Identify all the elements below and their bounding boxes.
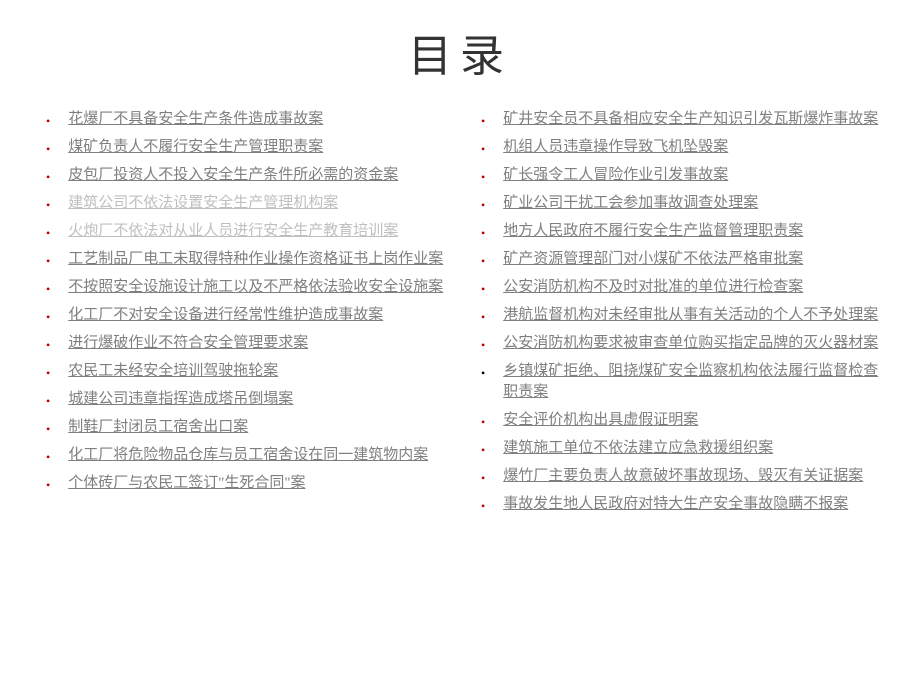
list-item: • 皮包厂投资人不投入安全生产条件所必需的资金案 — [40, 165, 445, 186]
list-item: • 城建公司违章指挥造成塔吊倒塌案 — [40, 389, 445, 410]
list-item: • 港航监督机构对未经审批从事有关活动的个人不予处理案 — [475, 305, 880, 326]
bullet-icon: • — [46, 225, 50, 242]
bullet-icon: • — [481, 442, 485, 459]
toc-link[interactable]: 矿业公司干扰工会参加事故调查处理案 — [503, 193, 758, 214]
bullet-icon: • — [46, 477, 50, 494]
list-item: • 爆竹厂主要负责人故意破坏事故现场、毁灭有关证据案 — [475, 466, 880, 487]
toc-link[interactable]: 事故发生地人民政府对特大生产安全事故隐瞒不报案 — [503, 494, 848, 515]
toc-link[interactable]: 矿长强令工人冒险作业引发事故案 — [503, 165, 728, 186]
slide-container: 目录 • 花爆厂不具备安全生产条件造成事故案 • 煤矿负责人不履行安全生产管理职责案… — [0, 0, 920, 690]
toc-link[interactable]: 矿井安全员不具备相应安全生产知识引发瓦斯爆炸事故案 — [503, 109, 878, 130]
list-item: • 化工厂将危险物品仓库与员工宿舍设在同一建筑物内案 — [40, 445, 445, 466]
toc-link[interactable]: 安全评价机构出具虚假证明案 — [503, 410, 698, 431]
bullet-icon: • — [46, 421, 50, 438]
list-item: • 公安消防机构要求被审查单位购买指定品牌的灭火器材案 — [475, 333, 880, 354]
list-item: • 火炮厂不依法对从业人员进行安全生产教育培训案 — [40, 221, 445, 242]
bullet-icon: • — [481, 253, 485, 270]
bullet-icon: • — [46, 337, 50, 354]
bullet-icon: • — [481, 470, 485, 487]
list-item: • 建筑公司不依法设置安全生产管理机构案 — [40, 193, 445, 214]
bullet-icon: • — [46, 309, 50, 326]
list-item: • 进行爆破作业不符合安全管理要求案 — [40, 333, 445, 354]
bullet-icon: • — [46, 169, 50, 186]
toc-link[interactable]: 化工厂将危险物品仓库与员工宿舍设在同一建筑物内案 — [68, 445, 428, 466]
bullet-icon: • — [481, 197, 485, 214]
toc-link[interactable]: 城建公司违章指挥造成塔吊倒塌案 — [68, 389, 293, 410]
list-item: • 公安消防机构不及时对批准的单位进行检查案 — [475, 277, 880, 298]
list-item: • 乡镇煤矿拒绝、阻挠煤矿安全监察机构依法履行监督检查职责案 — [475, 361, 880, 403]
left-list: •花爆厂不具备安全生产条件造成事故案• 煤矿负责人不履行安全生产管理职责案•皮包… — [40, 109, 445, 494]
toc-link[interactable]: 制鞋厂封闭员工宿舍出口案 — [68, 417, 248, 438]
bullet-icon: • — [46, 113, 50, 130]
right-list: • 矿井安全员不具备相应安全生产知识引发瓦斯爆炸事故案 • 机组人员违章操作导致飞机坠… — [475, 109, 880, 515]
bullet-icon: • — [481, 414, 485, 431]
bullet-icon: • — [481, 225, 485, 242]
bullet-icon: • — [481, 113, 485, 130]
toc-link[interactable]: 火炮厂不依法对从业人员进行安全生产教育培训案 — [68, 221, 398, 242]
toc-link[interactable]: 乡镇煤矿拒绝、阻挠煤矿安全监察机构依法履行监督检查职责案 — [503, 361, 880, 403]
toc-link[interactable]: 公安消防机构要求被审查单位购买指定品牌的灭火器材案 — [503, 333, 878, 354]
toc-link[interactable]: 个体砖厂与农民工签订"生死合同"案 — [68, 473, 305, 494]
list-item: • 矿长强令工人冒险作业引发事故案 — [475, 165, 880, 186]
toc-link[interactable]: 机组人员违章操作导致飞机坠毁案 — [503, 137, 728, 158]
list-item: • 安全评价机构出具虚假证明案 — [475, 410, 880, 431]
bullet-icon: • — [46, 365, 50, 382]
list-item: • 化工厂不对安全设备进行经常性维护造成事故案 — [40, 305, 445, 326]
list-item: • 矿业公司干扰工会参加事故调查处理案 — [475, 193, 880, 214]
bullet-icon: • — [481, 141, 485, 158]
toc-link[interactable]: 工艺制品厂电工未取得特种作业操作资格证书上岗作业案 — [68, 249, 443, 270]
bullet-icon: • — [46, 197, 50, 214]
bullet-icon: • — [481, 281, 485, 298]
toc-link[interactable]: 爆竹厂主要负责人故意破坏事故现场、毁灭有关证据案 — [503, 466, 863, 487]
toc-link[interactable]: 港航监督机构对未经审批从事有关活动的个人不予处理案 — [503, 305, 878, 326]
toc-link[interactable]: 不按照安全设施设计施工以及不严格依法验收安全设施案 — [68, 277, 443, 298]
list-item: • 个体砖厂与农民工签订"生死合同"案 — [40, 473, 445, 494]
right-column: • 矿井安全员不具备相应安全生产知识引发瓦斯爆炸事故案 • 机组人员违章操作导致飞机坠… — [475, 109, 880, 522]
bullet-icon: • — [481, 337, 485, 354]
list-item: • 建筑施工单位不依法建立应急救援组织案 — [475, 438, 880, 459]
toc-link[interactable]: 化工厂不对安全设备进行经常性维护造成事故案 — [68, 305, 383, 326]
bullet-icon: • — [46, 449, 50, 466]
toc-link[interactable]: 建筑公司不依法设置安全生产管理机构案 — [68, 193, 338, 214]
toc-link[interactable]: 煤矿负责人不履行安全生产管理职责案 — [68, 137, 323, 158]
toc-link[interactable]: 农民工未经安全培训驾驶拖轮案 — [68, 361, 278, 382]
toc-link[interactable]: 进行爆破作业不符合安全管理要求案 — [68, 333, 308, 354]
list-item: • 工艺制品厂电工未取得特种作业操作资格证书上岗作业案 — [40, 249, 445, 270]
list-item: • 制鞋厂封闭员工宿舍出口案 — [40, 417, 445, 438]
list-item: • 矿井安全员不具备相应安全生产知识引发瓦斯爆炸事故案 — [475, 109, 880, 130]
bullet-icon: • — [46, 393, 50, 410]
bullet-icon: • — [46, 253, 50, 270]
toc-link[interactable]: 建筑施工单位不依法建立应急救援组织案 — [503, 438, 773, 459]
bullet-icon: • — [46, 281, 50, 298]
toc-link[interactable]: 花爆厂不具备安全生产条件造成事故案 — [68, 109, 323, 130]
toc-link[interactable]: 矿产资源管理部门对小煤矿不依法严格审批案 — [503, 249, 803, 270]
bullet-icon: • — [481, 365, 485, 382]
list-item: • 事故发生地人民政府对特大生产安全事故隐瞒不报案 — [475, 494, 880, 515]
page-title: 目录 — [40, 20, 880, 84]
bullet-icon: • — [481, 309, 485, 326]
toc-link[interactable]: 公安消防机构不及时对批准的单位进行检查案 — [503, 277, 803, 298]
toc-link[interactable]: 皮包厂投资人不投入安全生产条件所必需的资金案 — [68, 165, 398, 186]
left-column: •花爆厂不具备安全生产条件造成事故案• 煤矿负责人不履行安全生产管理职责案•皮包… — [40, 109, 445, 522]
columns-wrapper: • 花爆厂不具备安全生产条件造成事故案 • 煤矿负责人不履行安全生产管理职责案 • 皮包… — [40, 109, 880, 522]
bullet-icon: • — [46, 141, 50, 158]
bullet-icon: • — [481, 169, 485, 186]
toc-link[interactable]: 地方人民政府不履行安全生产监督管理职责案 — [503, 221, 803, 242]
list-item: • 地方人民政府不履行安全生产监督管理职责案 — [475, 221, 880, 242]
list-item: • 矿产资源管理部门对小煤矿不依法严格审批案 — [475, 249, 880, 270]
list-item: • 农民工未经安全培训驾驶拖轮案 — [40, 361, 445, 382]
list-item: • 不按照安全设施设计施工以及不严格依法验收安全设施案 — [40, 277, 445, 298]
bullet-icon: • — [481, 498, 485, 515]
list-item: • 机组人员违章操作导致飞机坠毁案 — [475, 137, 880, 158]
list-item: • 花爆厂不具备安全生产条件造成事故案 — [40, 109, 445, 130]
list-item: • 煤矿负责人不履行安全生产管理职责案 — [40, 137, 445, 158]
